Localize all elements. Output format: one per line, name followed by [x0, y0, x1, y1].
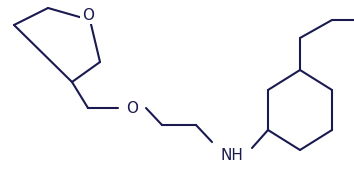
- Text: NH: NH: [221, 147, 244, 163]
- Text: O: O: [126, 100, 138, 115]
- Text: O: O: [82, 8, 94, 23]
